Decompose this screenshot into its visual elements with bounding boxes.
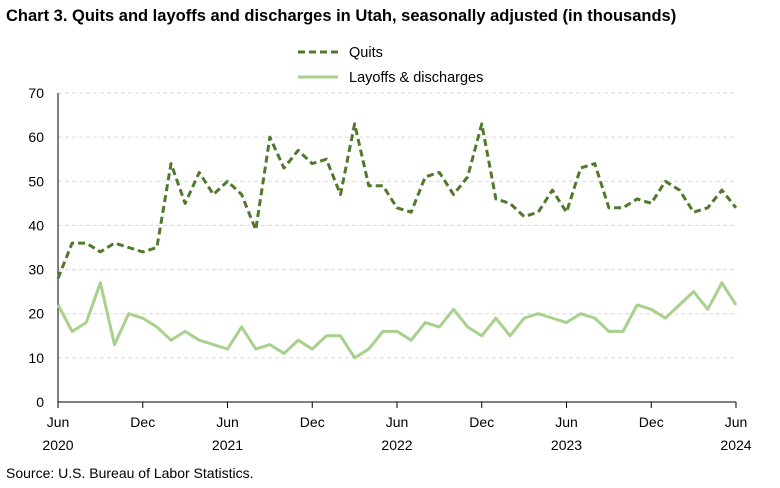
- x-tick-label-month: Dec: [300, 414, 325, 430]
- legend-label-quits: Quits: [349, 45, 383, 61]
- x-tick-label-month: Dec: [130, 414, 155, 430]
- x-tick-label-year: 2024: [720, 437, 751, 453]
- gridlines: [58, 92, 736, 359]
- x-tick-label-month: Jun: [725, 414, 748, 430]
- y-tick-label-10: 10: [28, 350, 44, 366]
- x-tick-label-year: 2023: [551, 437, 582, 453]
- x-tick-label-year: 2020: [42, 437, 73, 453]
- x-tick-label-year: 2021: [212, 437, 243, 453]
- series-lines: [56, 122, 738, 360]
- x-tick-label-month: Jun: [216, 414, 239, 430]
- x-axis-tick-labels: Jun 2020 Dec Jun 2021 Dec Jun 2022 Dec Jun 2023 Dec…: [42, 414, 751, 453]
- y-tick-label-20: 20: [28, 306, 44, 322]
- y-tick-label-60: 60: [28, 129, 44, 145]
- legend: Quits Layoffs & discharges: [298, 45, 483, 86]
- y-axis-tick-labels: 0 10 20 30 40 50 60 70: [28, 85, 44, 410]
- series-line-layoffs-discharges: [56, 281, 738, 360]
- legend-label-layoffs-discharges: Layoffs & discharges: [349, 70, 483, 86]
- x-tick-label-month: Jun: [386, 414, 409, 430]
- y-tick-label-30: 30: [28, 262, 44, 278]
- axes: [57, 93, 737, 408]
- series-line-quits: [56, 122, 738, 279]
- y-tick-label-50: 50: [28, 173, 44, 189]
- x-tick-label-month: Jun: [555, 414, 578, 430]
- chart-title: Chart 3. Quits and layoffs and discharge…: [6, 7, 677, 25]
- x-tick-label-month: Jun: [47, 414, 70, 430]
- x-tick-label-month: Dec: [469, 414, 494, 430]
- y-tick-label-40: 40: [28, 217, 44, 233]
- x-tick-label-month: Dec: [639, 414, 664, 430]
- y-tick-label-0: 0: [36, 394, 44, 410]
- chart-source-note: Source: U.S. Bureau of Labor Statistics.: [6, 465, 254, 481]
- x-tick-label-year: 2022: [381, 437, 412, 453]
- y-tick-label-70: 70: [28, 85, 44, 101]
